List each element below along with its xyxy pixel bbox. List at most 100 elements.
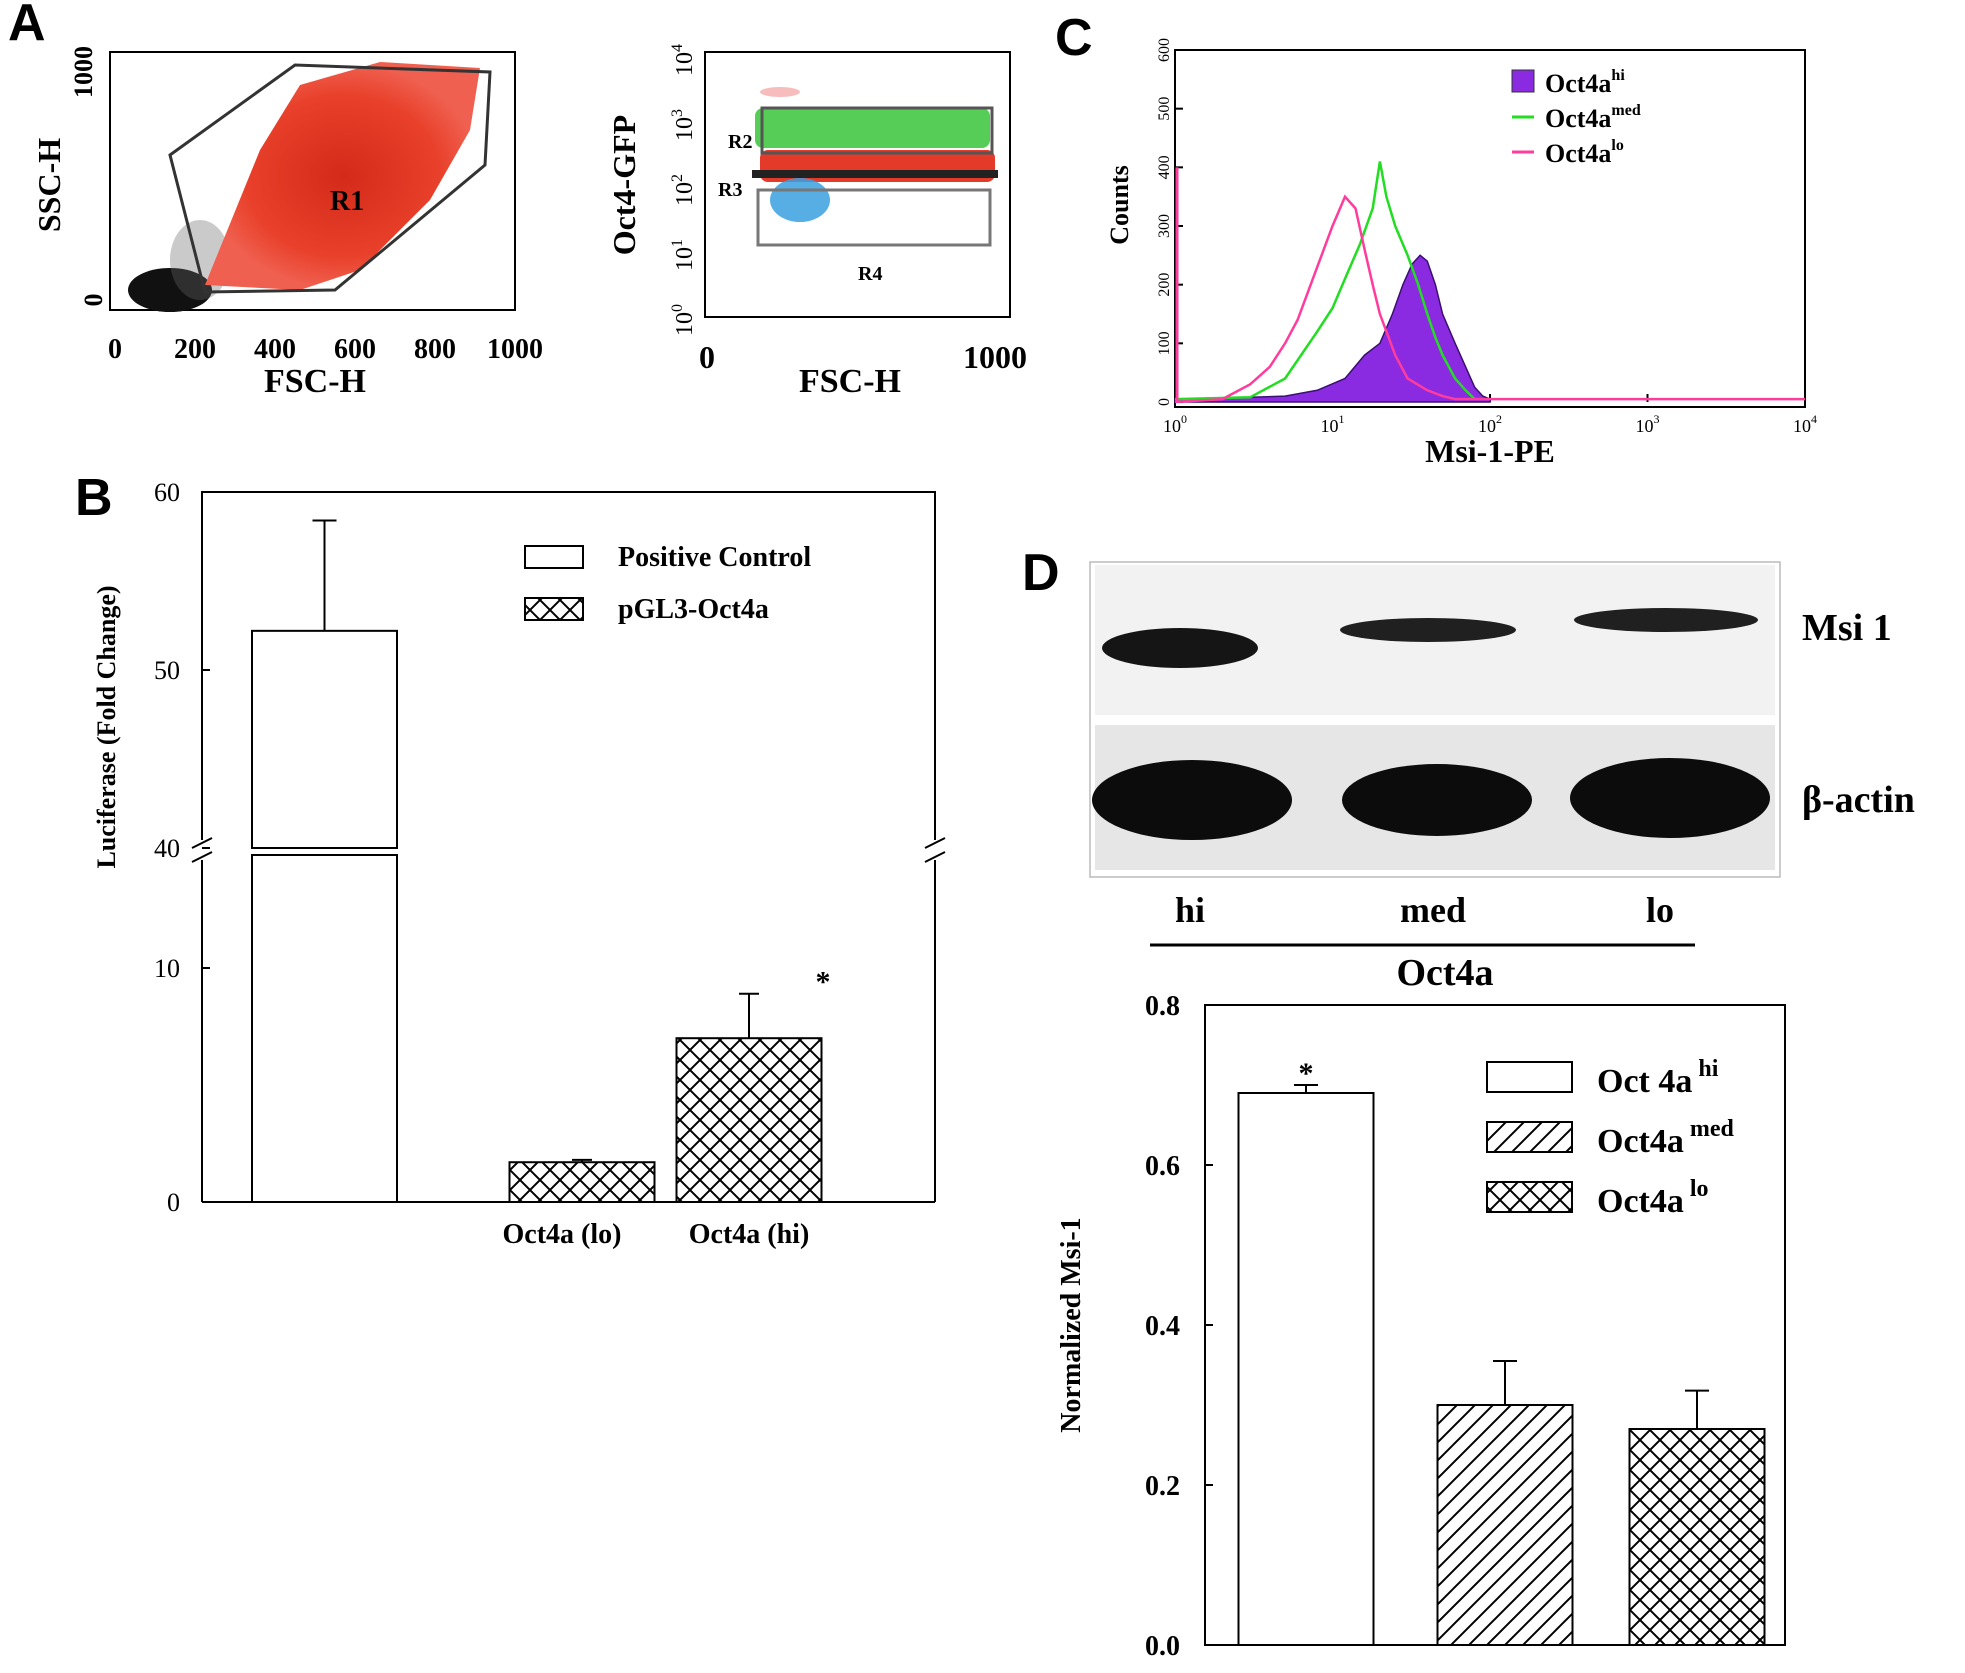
axis-break-right <box>924 837 946 863</box>
scatter-plot-ssc-fsc: R1 0 1000 0 200 400 600 800 1000 SSC-H FSC-H <box>31 46 543 400</box>
population-band-r2 <box>755 108 990 148</box>
y-tick-label: 104 <box>669 44 698 76</box>
panel-label-b: B <box>75 469 113 527</box>
axis-break-left <box>191 837 213 863</box>
x-tick-label: 102 <box>1478 412 1502 436</box>
y-tick-label: 400 <box>1156 155 1173 179</box>
x-tick-label: 101 <box>1321 412 1345 436</box>
y-tick-label: 50 <box>154 656 180 685</box>
y-tick-label: 0.4 <box>1145 1311 1180 1342</box>
bar-lo <box>1628 1428 1766 1646</box>
gate-r3 <box>752 170 998 178</box>
bar-chart-normalized-msi1: 0.0 0.2 0.4 0.6 0.8 * Normalized Msi-1 Oct 4… <box>1056 991 1786 1662</box>
y-axis-title: Luciferase (Fold Change) <box>92 585 121 868</box>
band-msi1-lo <box>1574 608 1758 632</box>
bar-chart-luciferase: Oct4a (lo) Oct4a (hi) * 0 10 40 50 60 Lucifera… <box>92 478 946 1250</box>
y-axis-title: SSC-H <box>31 138 67 232</box>
x-tick-label: 100 <box>1163 412 1187 436</box>
y-tick-label: 100 <box>669 304 698 336</box>
y-tick-label: 103 <box>669 109 698 141</box>
x-axis-title: FSC-H <box>264 363 366 400</box>
population-cloud-r1 <box>205 62 480 290</box>
x-axis-title: Msi-1-PE <box>1425 433 1555 469</box>
x-tick-label: 1000 <box>487 334 543 365</box>
y-axis-title: Counts <box>1105 165 1134 244</box>
y-tick-label: 0.8 <box>1145 991 1180 1022</box>
legend-label-hi: Oct4ahi <box>1545 67 1625 98</box>
y-tick-label: 0.0 <box>1145 1631 1180 1662</box>
gate-r3-label: R3 <box>718 179 742 201</box>
significance-star: * <box>816 966 831 999</box>
debris-cloud <box>128 268 212 312</box>
y-tick-label: 10 <box>154 954 180 983</box>
panel-label-a: A <box>8 0 46 52</box>
gate-r4 <box>756 188 992 247</box>
panel-label-d: D <box>1022 544 1060 602</box>
histogram-med <box>1174 161 1476 401</box>
band-actin-med <box>1342 764 1532 836</box>
bar-pgl3-oct4a <box>675 1037 823 1203</box>
band-actin-hi <box>1092 760 1292 840</box>
legend-swatch-pgl3-oct4a <box>524 597 584 621</box>
legend-swatch-hi <box>1486 1061 1573 1093</box>
significance-star: * <box>1299 1057 1314 1090</box>
bar-hi <box>1237 1092 1375 1646</box>
legend-swatch-positive-control <box>524 545 584 569</box>
lane-label-med: med <box>1400 890 1466 930</box>
legend-label-hi: Oct 4a hi <box>1597 1056 1719 1100</box>
bar-positive-control-lower <box>251 854 398 1203</box>
x-tick-label: 104 <box>1793 412 1817 436</box>
y-tick-label: 500 <box>1156 97 1173 121</box>
scatter-plot-gfp-fsc: R2 R3 R4 100 101 102 103 104 0 1000 Oct4-GFP… <box>606 44 1027 400</box>
plot-frame <box>201 491 936 1202</box>
y-tick-label: 100 <box>1156 331 1173 355</box>
x-tick-label: 600 <box>334 334 376 365</box>
legend-label-pgl3-oct4a: pGL3-Oct4a <box>618 594 769 625</box>
legend-label-med: Oct4amed <box>1545 102 1641 133</box>
legend-label-lo: Oct4alo <box>1545 137 1624 168</box>
x-category-label: Oct4a (hi) <box>689 1219 810 1250</box>
band-actin-lo <box>1570 758 1770 838</box>
gate-r1-label: R1 <box>330 186 364 217</box>
y-tick-label: 0 <box>1156 398 1173 406</box>
y-axis-title: Oct4-GFP <box>606 115 642 255</box>
legend-swatch-hi <box>1511 69 1535 93</box>
gate-r2 <box>760 106 994 155</box>
histogram-chart: 0 100 200 300 400 500 600 100 101 102 103 104 Coun… <box>1105 38 1817 469</box>
x-tick-label: 400 <box>254 334 296 365</box>
population-band-r4 <box>770 178 830 222</box>
legend: Positive Control pGL3-Oct4a <box>524 542 811 625</box>
lane-label-hi: hi <box>1175 890 1205 930</box>
x-tick-label: 0 <box>108 334 122 365</box>
legend-swatch-lo <box>1486 1181 1573 1213</box>
western-blot: Msi 1 β-actin hi med lo Oct4a <box>1089 561 1915 994</box>
y-tick-label: 60 <box>154 478 180 507</box>
legend: Oct 4a hi Oct4a med Oct4a lo <box>1486 1056 1735 1220</box>
y-tick-label: 101 <box>669 239 698 271</box>
y-tick-label: 0.2 <box>1145 1471 1180 1502</box>
y-tick-1000: 1000 <box>69 46 98 98</box>
y-tick-label: 0.6 <box>1145 1151 1180 1182</box>
y-tick-label: 102 <box>669 174 698 206</box>
bar-positive-control-upper <box>251 629 398 850</box>
row-label-msi1: Msi 1 <box>1802 607 1892 649</box>
gate-r1 <box>168 63 492 294</box>
bar-med <box>1436 1404 1574 1646</box>
band-msi1-med <box>1340 618 1516 642</box>
y-axis-title: Normalized Msi-1 <box>1056 1217 1087 1432</box>
panel-label-c: C <box>1055 9 1093 67</box>
y-tick-label: 300 <box>1156 214 1173 238</box>
y-tick-label: 600 <box>1156 38 1173 62</box>
x-tick-label: 200 <box>174 334 216 365</box>
lane-label-lo: lo <box>1646 890 1674 930</box>
x-tick-label: 103 <box>1636 412 1660 436</box>
y-tick-0: 0 <box>79 294 108 307</box>
legend: Oct4ahi Oct4amed Oct4alo <box>1511 67 1641 168</box>
x-tick-label: 800 <box>414 334 456 365</box>
x-tick-0: 0 <box>699 339 715 375</box>
x-tick-1000: 1000 <box>963 339 1027 375</box>
histogram-lo <box>1174 194 1805 404</box>
band-msi1-hi <box>1102 628 1258 668</box>
